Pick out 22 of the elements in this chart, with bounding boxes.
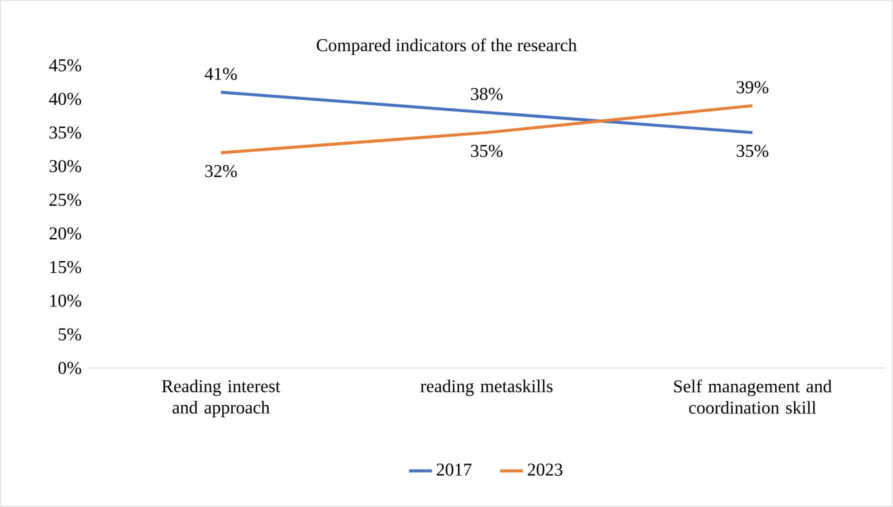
chart-title: Compared indicators of the research (316, 38, 577, 55)
x-tick-label: reading metaskills (420, 380, 553, 396)
legend-label: 2017 (436, 464, 472, 476)
data-label: 38% (471, 88, 503, 100)
y-tick-label: 25% (50, 194, 82, 206)
y-tick-label: 40% (49, 92, 82, 106)
data-label: 35% (471, 144, 503, 158)
legend-label: 2023 (528, 464, 562, 476)
data-label: 35% (736, 144, 768, 158)
y-tick-label: 15% (50, 260, 82, 274)
y-tick-label: 10% (50, 294, 82, 307)
data-label: 32% (205, 165, 237, 178)
y-tick-label: 0% (58, 362, 82, 374)
y-tick-label: 20% (50, 227, 82, 240)
data-label: 39% (736, 81, 768, 94)
data-label: 41% (204, 68, 237, 80)
x-tick-label: Self management and coordination skill (674, 380, 832, 414)
y-tick-label: 45% (49, 59, 82, 72)
y-tick-label: 35% (50, 126, 82, 139)
y-tick-label: 30% (50, 160, 82, 172)
x-tick-label: Reading interest and approach (162, 380, 280, 418)
y-tick-label: 5% (58, 328, 82, 340)
